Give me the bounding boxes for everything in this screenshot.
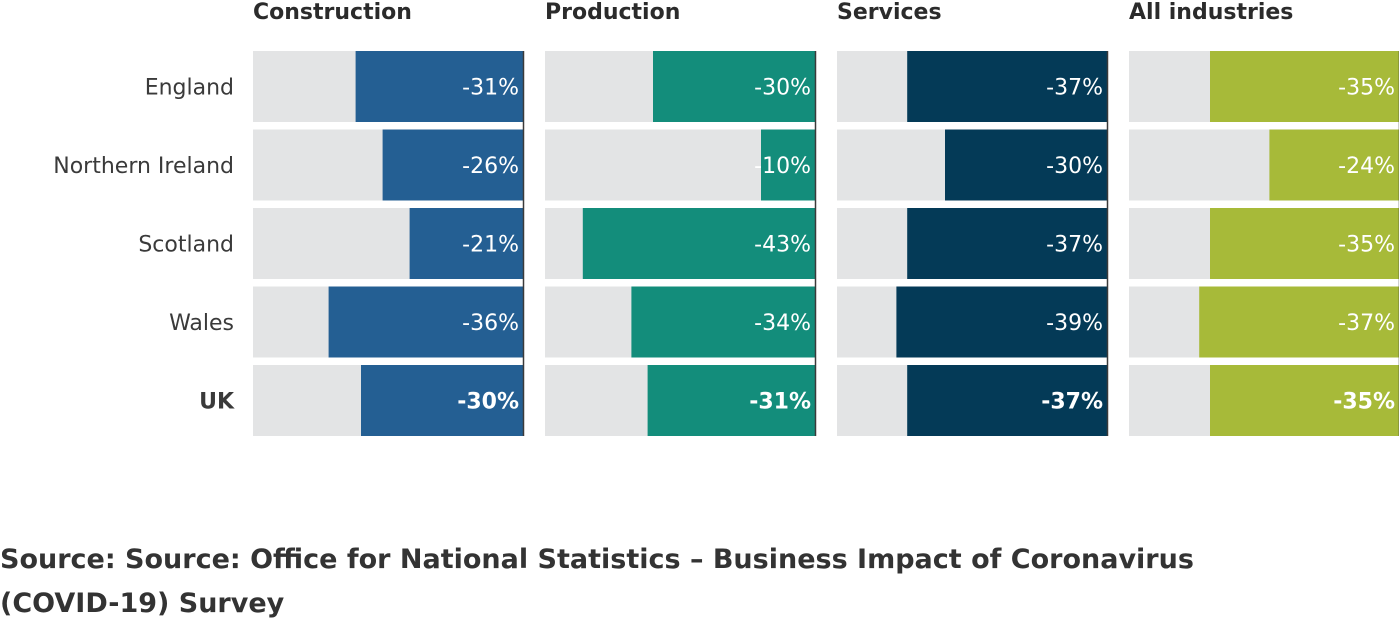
bar-production-scotland	[582, 208, 815, 279]
data-label-production-england: -30%	[754, 76, 811, 101]
row-label-england: England	[145, 76, 234, 101]
bar-production-wales	[631, 286, 815, 358]
data-label-all-industries-england: -35%	[1338, 76, 1395, 101]
data-label-services-uk: -37%	[1041, 390, 1103, 415]
bar-all-industries-northern-ireland	[1269, 129, 1399, 201]
data-label-production-northern-ireland: -10%	[754, 154, 811, 179]
data-label-production-scotland: -43%	[754, 233, 811, 258]
bar-construction-uk	[361, 365, 523, 436]
bar-all-industries-wales	[1199, 286, 1399, 358]
bar-services-england	[907, 51, 1107, 122]
data-label-all-industries-wales: -37%	[1338, 311, 1395, 336]
bar-construction-scotland	[409, 208, 523, 279]
data-label-all-industries-northern-ireland: -24%	[1338, 154, 1395, 179]
row-label-wales: Wales	[169, 311, 234, 336]
bar-services-wales	[896, 286, 1107, 358]
data-label-construction-uk: -30%	[457, 390, 519, 415]
panel-title-construction: Construction	[253, 0, 412, 25]
bar-services-scotland	[907, 208, 1107, 279]
bar-all-industries-england	[1210, 51, 1399, 122]
bar-production-northern-ireland	[761, 129, 815, 201]
bar-construction-northern-ireland	[382, 129, 523, 201]
bar-all-industries-scotland	[1210, 208, 1399, 279]
bar-construction-wales	[328, 286, 523, 358]
panel-title-services: Services	[837, 0, 942, 25]
data-label-all-industries-uk: -35%	[1333, 390, 1395, 415]
panel-title-production: Production	[545, 0, 680, 25]
row-label-uk: UK	[199, 390, 235, 415]
data-label-production-wales: -34%	[754, 311, 811, 336]
bar-all-industries-uk	[1210, 365, 1399, 436]
bar-construction-england	[355, 51, 523, 122]
data-label-all-industries-scotland: -35%	[1338, 233, 1395, 258]
data-label-services-england: -37%	[1046, 76, 1103, 101]
panel-title-all-industries: All industries	[1129, 0, 1293, 25]
bar-services-northern-ireland	[945, 129, 1107, 201]
chart: England Northern Ireland Scotland Wales UK Co…	[53, 0, 1399, 436]
bar-production-england	[653, 51, 815, 122]
source-note: Source: Source: Office for National Stat…	[0, 544, 1194, 619]
data-label-construction-northern-ireland: -26%	[462, 154, 519, 179]
data-label-construction-england: -31%	[462, 76, 519, 101]
bar-services-uk	[907, 365, 1107, 436]
data-label-construction-scotland: -21%	[462, 233, 519, 258]
row-label-scotland: Scotland	[138, 233, 234, 258]
data-label-services-scotland: -37%	[1046, 233, 1103, 258]
data-label-services-northern-ireland: -30%	[1046, 154, 1103, 179]
data-label-construction-wales: -36%	[462, 311, 519, 336]
bar-production-uk	[647, 365, 815, 436]
data-label-services-wales: -39%	[1046, 311, 1103, 336]
row-label-northern-ireland: Northern Ireland	[53, 154, 234, 179]
data-label-production-uk: -31%	[749, 390, 811, 415]
